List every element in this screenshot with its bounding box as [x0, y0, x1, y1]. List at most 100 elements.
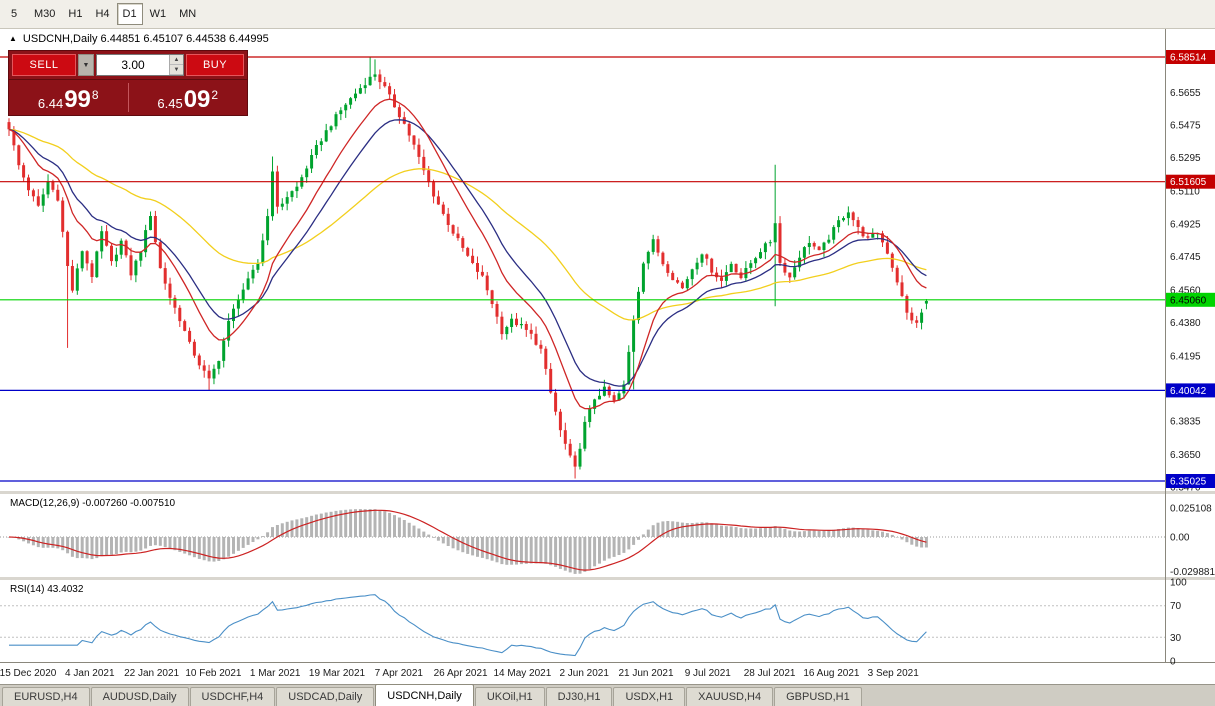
candle-body	[285, 197, 289, 204]
candle-body	[227, 320, 231, 341]
candle-body	[158, 242, 162, 269]
candle-body	[183, 321, 187, 331]
timeframe-button-mn[interactable]: MN	[179, 8, 197, 20]
macd-bar	[461, 537, 465, 553]
macd-bar	[554, 537, 558, 567]
timeframe-button-h1[interactable]: H1	[68, 8, 83, 20]
tab-xauusd-h4[interactable]: XAUUSD,H4	[686, 687, 774, 706]
macd-bar	[393, 515, 396, 537]
macd-bar	[407, 522, 411, 537]
tab-usdchf-h4[interactable]: USDCHF,H4	[189, 687, 276, 706]
ma-mid-navy-line	[8, 119, 927, 387]
sell-price[interactable]: 6.44 99 8	[9, 80, 128, 115]
macd-bar	[319, 513, 323, 537]
tab-usdcnh-daily[interactable]: USDCNH,Daily	[375, 684, 474, 706]
candle-body	[110, 245, 113, 262]
macd-bar	[705, 522, 709, 537]
macd-bar	[222, 537, 226, 560]
candle-body	[890, 253, 894, 268]
tab-dj30-h1[interactable]: DJ30,H1	[545, 687, 613, 706]
macd-bar	[329, 511, 333, 537]
chevron-down-icon: ▼	[173, 66, 180, 73]
timeframe-button-d1[interactable]: D1	[116, 3, 143, 25]
timeframe-button-5[interactable]: 5	[10, 8, 18, 20]
candle-body	[295, 186, 299, 192]
candle-body	[441, 204, 445, 214]
macd-bar	[895, 537, 899, 538]
tab-ukoil-h1[interactable]: UKOil,H1	[474, 687, 545, 706]
candle-body	[271, 171, 274, 217]
macd-bar	[66, 537, 70, 554]
price-badge-6.35025[interactable]	[1166, 474, 1215, 488]
candle-body	[554, 392, 558, 412]
tab-usdcad-daily[interactable]: USDCAD,Daily	[276, 687, 375, 706]
macd-bar	[798, 531, 802, 537]
macd-bar	[763, 527, 767, 537]
candle-body	[651, 239, 655, 252]
macd-bar	[31, 537, 35, 546]
pane-splitter[interactable]	[0, 577, 1215, 580]
pane-splitter[interactable]	[0, 491, 1215, 494]
candle-body	[139, 252, 143, 261]
trade-panel-collapse-icon[interactable]: ▲	[9, 34, 17, 43]
price-badge-6.51605[interactable]	[1166, 174, 1215, 189]
macd-bar	[807, 530, 811, 537]
macd-bar	[885, 533, 889, 537]
date-axis-label: 28 Jul 2021	[744, 668, 796, 679]
macd-bar	[617, 537, 621, 555]
macd-bar	[22, 537, 26, 542]
chevron-up-icon: ▲	[173, 56, 180, 63]
candle-body	[134, 260, 138, 276]
candle-body	[412, 135, 416, 145]
tab-audusd-daily[interactable]: AUDUSD,Daily	[90, 687, 189, 706]
macd-bar	[397, 517, 401, 537]
lot-increase-button[interactable]: ▲	[170, 55, 183, 65]
timeframe-button-w1[interactable]: W1	[149, 8, 167, 20]
lot-size-input[interactable]	[97, 55, 169, 75]
macd-bar	[910, 537, 914, 545]
macd-bar	[207, 537, 211, 562]
candle-body	[446, 213, 450, 225]
candle-body	[690, 269, 694, 280]
candle-body	[812, 243, 816, 247]
candle-body	[798, 257, 802, 268]
candle-body	[641, 263, 645, 292]
macd-bar	[680, 522, 684, 537]
price-axis-label: 6.5655	[1170, 88, 1201, 99]
tab-usdx-h1[interactable]: USDX,H1	[613, 687, 686, 706]
buy-button[interactable]: BUY	[186, 54, 244, 76]
buy-price-main: 09	[183, 86, 211, 114]
tab-eurusd-h4[interactable]: EURUSD,H4	[2, 687, 90, 706]
timeframe-button-h4[interactable]: H4	[95, 8, 110, 20]
candle-body	[685, 279, 689, 289]
candle-body	[710, 258, 714, 273]
candle-body	[163, 268, 167, 284]
macd-bar	[456, 537, 460, 551]
candle-body	[144, 230, 148, 253]
date-axis-label: 1 Mar 2021	[250, 668, 301, 679]
buy-price[interactable]: 6.45 09 2	[129, 80, 248, 115]
tab-gbpusd-h1[interactable]: GBPUSD,H1	[774, 687, 862, 706]
ma-fast-red-line	[8, 98, 927, 410]
candle-body	[275, 171, 279, 207]
price-badge-6.40042[interactable]	[1166, 383, 1215, 398]
macd-signal-line	[8, 509, 927, 571]
macd-bar	[637, 537, 640, 540]
candle-body	[290, 191, 294, 198]
macd-bar	[734, 527, 738, 537]
price-badge-6.58514[interactable]	[1166, 50, 1215, 64]
order-dropdown-button[interactable]: ▼	[78, 54, 94, 76]
lot-decrease-button[interactable]: ▼	[170, 65, 183, 75]
timeframe-button-m30[interactable]: M30	[34, 8, 56, 20]
candle-body	[314, 145, 318, 155]
candle-body	[80, 251, 84, 269]
sell-button[interactable]: SELL	[12, 54, 76, 76]
macd-bar	[314, 514, 318, 537]
macd-bar	[827, 530, 831, 537]
macd-bar	[871, 530, 875, 537]
candle-body	[856, 220, 860, 227]
macd-bar	[124, 537, 128, 552]
price-badge-6.45060[interactable]	[1166, 292, 1215, 307]
